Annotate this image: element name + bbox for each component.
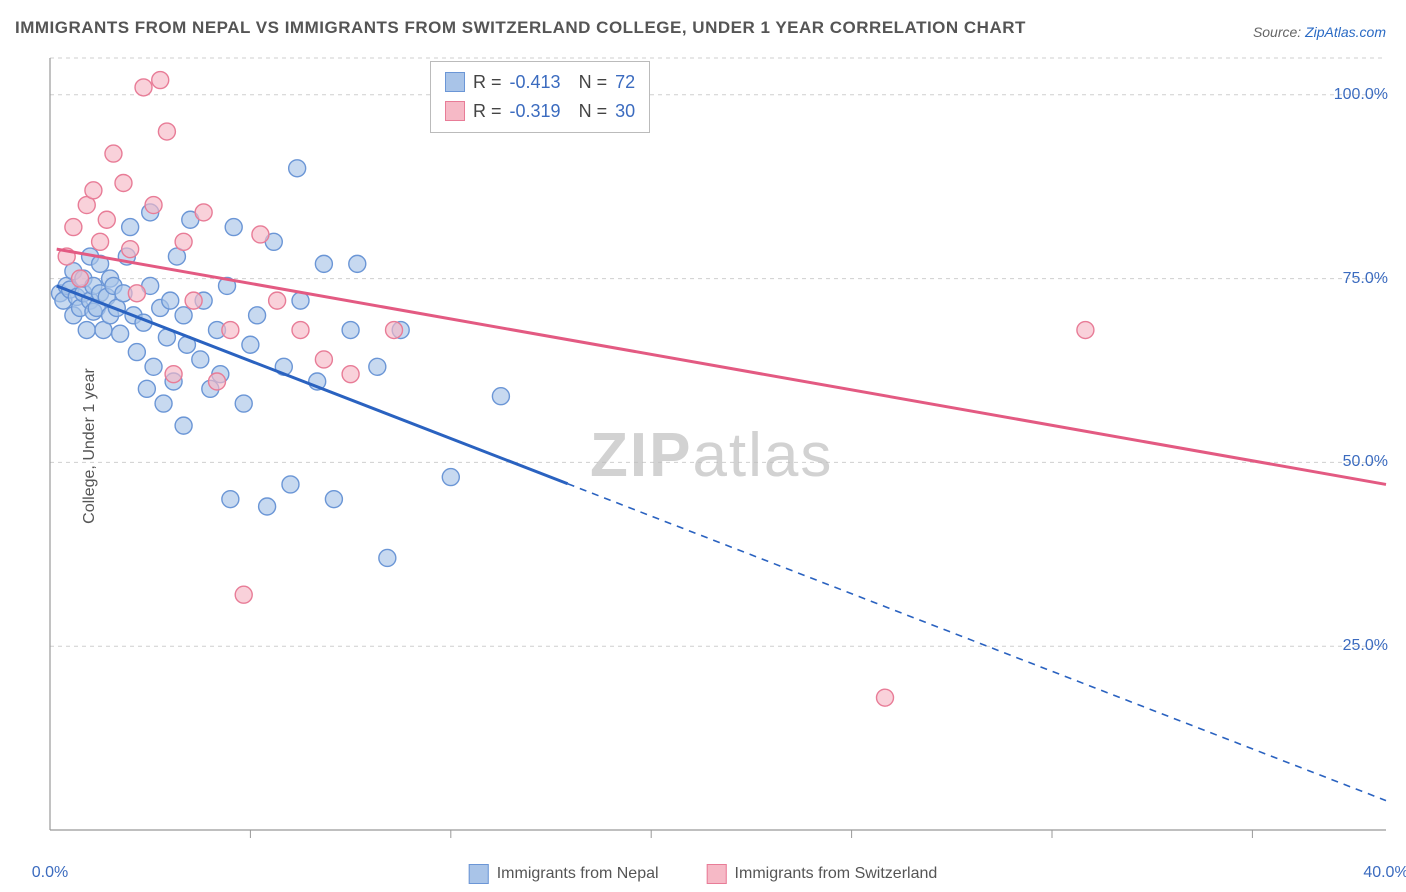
stats-row: R = -0.319 N = 30 xyxy=(445,97,635,126)
legend-label: Immigrants from Switzerland xyxy=(735,865,938,883)
legend-bottom: Immigrants from Nepal Immigrants from Swi… xyxy=(469,864,938,884)
stat-r-value: -0.413 xyxy=(510,68,561,97)
y-tick-label: 100.0% xyxy=(1334,86,1388,104)
stat-n-label: N = xyxy=(579,97,608,126)
stats-row: R = -0.413 N = 72 xyxy=(445,68,635,97)
stats-legend-box: R = -0.413 N = 72 R = -0.319 N = 30 xyxy=(430,61,650,133)
y-tick-label: 75.0% xyxy=(1343,270,1388,288)
stat-r-label: R = xyxy=(473,97,502,126)
stat-n-value: 72 xyxy=(615,68,635,97)
legend-swatch xyxy=(707,864,727,884)
legend-label: Immigrants from Nepal xyxy=(497,865,659,883)
y-tick-label: 50.0% xyxy=(1343,453,1388,471)
legend-swatch xyxy=(445,101,465,121)
legend-item: Immigrants from Switzerland xyxy=(707,864,938,884)
correlation-chart: IMMIGRANTS FROM NEPAL VS IMMIGRANTS FROM… xyxy=(0,0,1406,892)
chart-svg xyxy=(0,0,1406,892)
y-tick-label: 25.0% xyxy=(1343,637,1388,655)
stat-n-label: N = xyxy=(579,68,608,97)
x-tick-label: 0.0% xyxy=(32,864,68,882)
stat-n-value: 30 xyxy=(615,97,635,126)
stat-r-label: R = xyxy=(473,68,502,97)
legend-swatch xyxy=(445,72,465,92)
x-tick-label: 40.0% xyxy=(1363,864,1406,882)
legend-item: Immigrants from Nepal xyxy=(469,864,659,884)
stat-r-value: -0.319 xyxy=(510,97,561,126)
legend-swatch xyxy=(469,864,489,884)
